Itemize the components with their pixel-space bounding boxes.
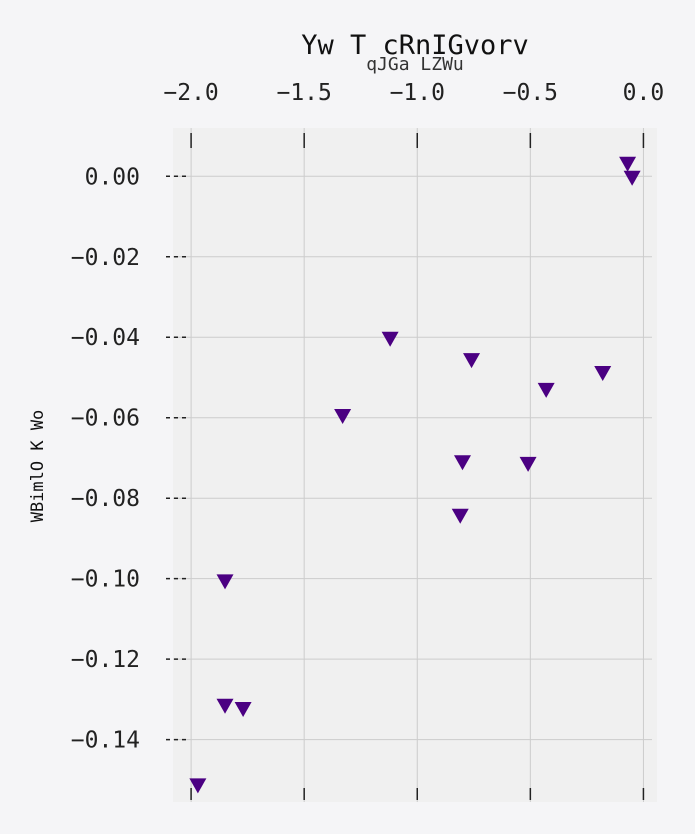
x-tick-label: −2.0 xyxy=(163,80,218,106)
gridlines xyxy=(173,128,652,802)
x-tick-label: −0.5 xyxy=(503,80,558,106)
data-point xyxy=(519,456,537,472)
y-tick-label: 0.00 xyxy=(85,164,140,190)
data-point xyxy=(619,156,637,172)
data-point xyxy=(453,455,471,471)
y-tick-label: −0.08 xyxy=(71,486,140,512)
chart-subtitle: qJGa LZWu xyxy=(366,54,464,75)
data-point xyxy=(623,170,641,186)
data-point xyxy=(463,353,481,369)
data-point xyxy=(381,331,399,347)
data-point xyxy=(216,574,234,590)
y-axis-label: WBimlO K Wo xyxy=(28,410,48,523)
x-tick-label: −1.0 xyxy=(390,80,445,106)
chart-title: Yw T cRnIGvorv xyxy=(301,30,529,61)
data-point xyxy=(216,698,234,714)
y-tick-label: −0.06 xyxy=(71,406,140,432)
y-tick-label: −0.14 xyxy=(71,728,140,754)
x-tick-label: 0.0 xyxy=(623,80,665,106)
y-tick-label: −0.10 xyxy=(71,567,140,593)
y-tick-label: −0.12 xyxy=(71,647,140,673)
data-point xyxy=(189,778,207,794)
data-point xyxy=(537,382,555,398)
y-tick-label: −0.02 xyxy=(71,245,140,271)
x-tick-label: −1.5 xyxy=(276,80,331,106)
axis-ticks: −2.0 −1.5 −1.0 −0.5 0.0 0.00 −0.02 −0.04 −0.06 −0… xyxy=(71,80,664,800)
data-point xyxy=(334,409,352,425)
data-point xyxy=(594,365,612,381)
data-point xyxy=(234,701,252,717)
data-points xyxy=(189,156,641,794)
plot-background xyxy=(173,128,657,802)
data-point xyxy=(451,508,469,524)
y-tick-label: −0.04 xyxy=(71,325,140,351)
